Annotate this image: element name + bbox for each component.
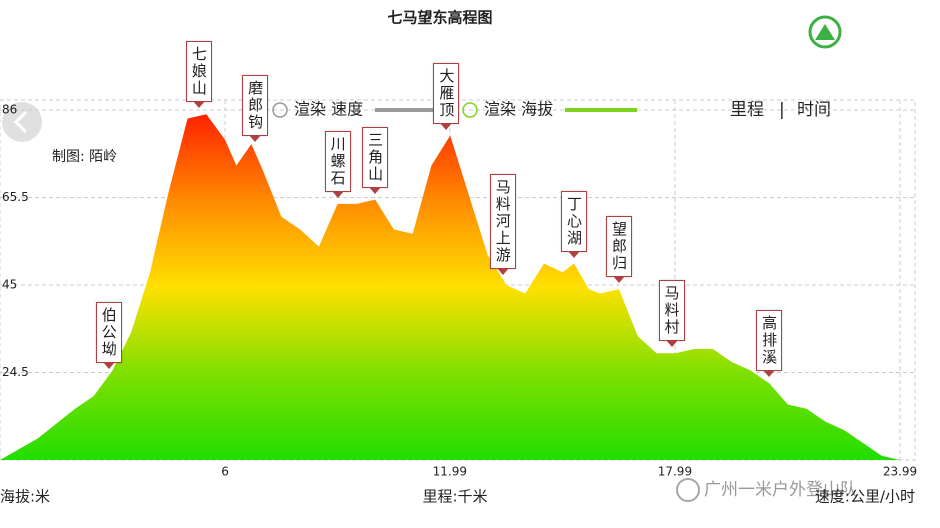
legend-label: 渲染 速度	[294, 100, 363, 119]
y-tick-label: 86	[2, 103, 17, 117]
place-label: 伯公坳	[95, 301, 122, 369]
place-label: 三角山	[362, 126, 389, 194]
toggle-distance[interactable]: 里程	[730, 100, 764, 120]
x-tick-label: 23.99	[883, 465, 917, 479]
y-tick-label: 45	[2, 278, 17, 292]
legend-toggle[interactable]	[272, 102, 288, 118]
y-tick-label: 24.5	[2, 365, 29, 379]
legend-label: 渲染 海拔	[484, 100, 553, 119]
elevation-area	[0, 114, 900, 460]
place-label: 川螺石	[324, 130, 351, 198]
chart-title: 七马望东高程图	[387, 9, 492, 27]
watermark-text: 广州一米户外登山队	[704, 480, 857, 500]
place-label: 磨郎钩	[242, 75, 269, 143]
place-label: 望郎归	[606, 216, 632, 284]
y-tick-label: 65.5	[2, 190, 29, 204]
place-label: 大雁顶	[433, 62, 460, 130]
x-tick-label: 11.99	[433, 465, 467, 479]
toggle-separator: |	[779, 100, 785, 120]
legend-toggle[interactable]	[462, 102, 478, 118]
x-axis-label: 里程:千米	[422, 488, 487, 506]
scroll-button[interactable]	[2, 102, 42, 142]
logo	[808, 15, 842, 49]
place-label: 马料村	[658, 280, 685, 348]
place-label: 高排溪	[756, 310, 783, 378]
x-tick-label: 17.99	[658, 465, 692, 479]
place-label: 七娘山	[185, 41, 212, 109]
y2-axis-label: 速度:公里/小时	[815, 488, 915, 506]
x-tick-label: 6	[221, 465, 229, 479]
place-label: 丁心湖	[560, 190, 587, 258]
watermark: 广州一米户外登山队	[676, 478, 857, 502]
credit: 制图: 陌岭	[52, 149, 117, 165]
place-label: 马料河上游	[489, 173, 516, 275]
y-axis-label: 海拔:米	[0, 488, 50, 506]
